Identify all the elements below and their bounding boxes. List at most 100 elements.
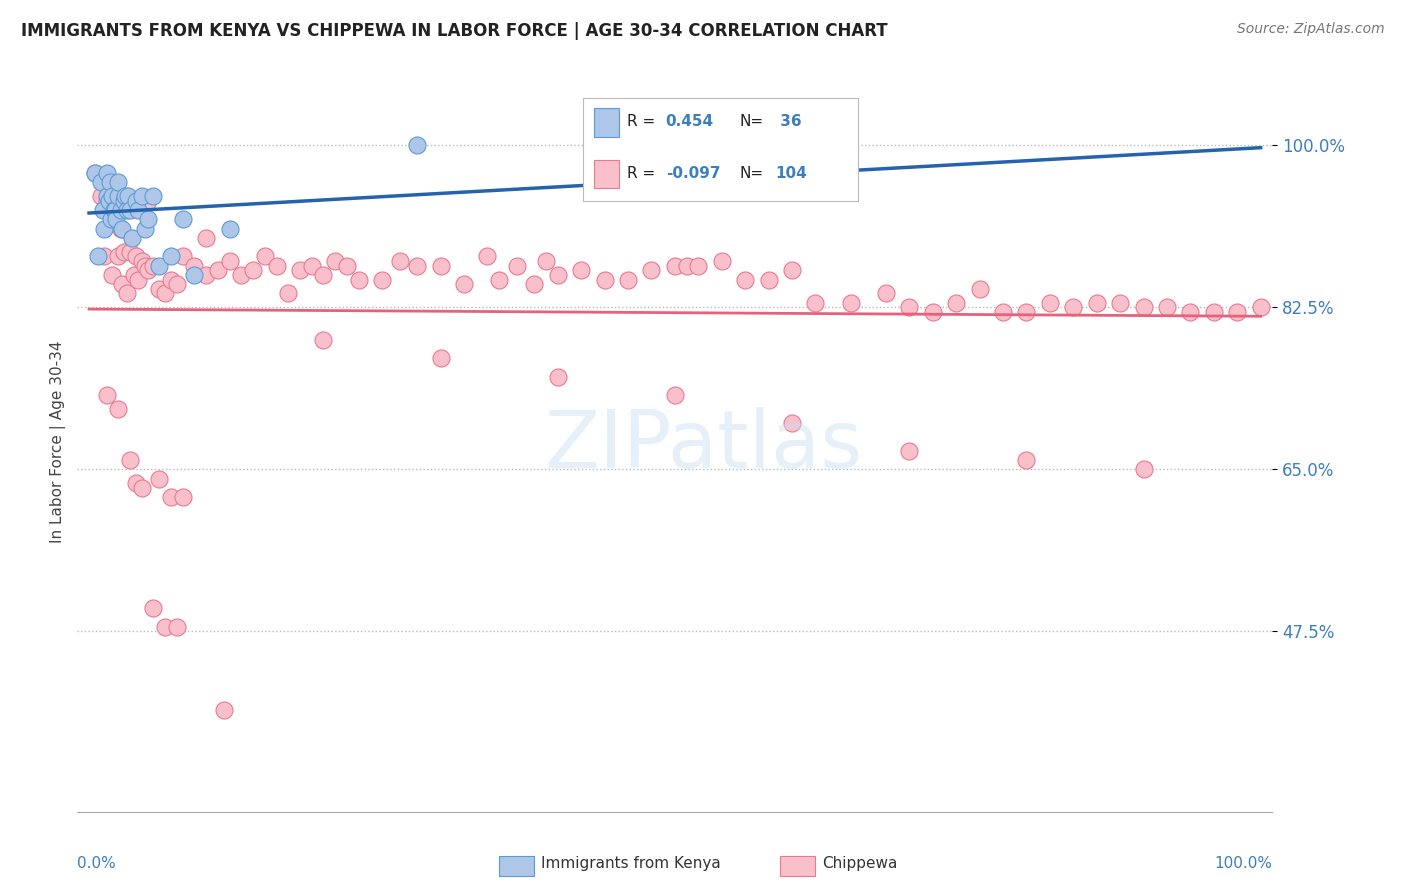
Bar [595, 109, 619, 137]
Text: -0.097: -0.097 [666, 166, 720, 180]
Point [488, 272, 510, 286]
Point [534, 254, 557, 268]
Point [664, 259, 686, 273]
Point [780, 416, 803, 430]
Point [523, 277, 546, 292]
Point [969, 282, 991, 296]
Point [84, 166, 107, 180]
Point [1039, 295, 1062, 310]
Point [104, 212, 127, 227]
Point [172, 490, 194, 504]
Point [429, 259, 451, 273]
Point [453, 277, 475, 292]
Point [107, 250, 129, 264]
Point [371, 272, 394, 286]
Point [142, 259, 165, 273]
Point [96, 166, 118, 180]
Point [323, 254, 346, 268]
Point [136, 263, 159, 277]
Point [406, 138, 429, 153]
Text: Immigrants from Kenya: Immigrants from Kenya [541, 856, 721, 871]
Point [117, 189, 139, 203]
Point [131, 254, 153, 268]
Point [112, 194, 135, 208]
Point [131, 189, 153, 203]
Point [96, 189, 118, 203]
Point [1015, 305, 1038, 319]
Point [617, 272, 640, 286]
Point [804, 295, 827, 310]
Point [675, 259, 697, 273]
Point [429, 351, 451, 366]
Point [134, 221, 156, 235]
Point [218, 221, 240, 235]
Text: R =: R = [627, 114, 661, 129]
Point [125, 476, 148, 491]
Point [134, 259, 156, 273]
Point [477, 250, 499, 264]
Point [312, 333, 335, 347]
Point [115, 286, 138, 301]
Point [120, 203, 141, 218]
Point [780, 263, 803, 277]
Text: 36: 36 [776, 114, 801, 129]
Point [100, 212, 122, 227]
Point [148, 259, 170, 273]
Point [710, 254, 733, 268]
Point [122, 268, 145, 282]
Point [172, 212, 194, 227]
Point [183, 268, 205, 282]
Point [1226, 305, 1249, 319]
Point [103, 203, 125, 218]
Point [93, 250, 115, 264]
Point [231, 268, 253, 282]
Point [839, 295, 862, 310]
Point [148, 282, 170, 296]
Point [90, 175, 112, 190]
Point [1085, 295, 1108, 310]
Point [664, 388, 686, 402]
Point [110, 221, 132, 235]
Point [195, 268, 218, 282]
Point [160, 490, 183, 504]
Point [127, 272, 149, 286]
Point [142, 601, 165, 615]
Point [945, 295, 967, 310]
Point [98, 203, 121, 218]
Point [288, 263, 311, 277]
Text: 100.0%: 100.0% [1215, 856, 1272, 871]
Point [347, 272, 370, 286]
Point [1180, 305, 1202, 319]
Point [114, 189, 136, 203]
Point [277, 286, 299, 301]
Y-axis label: In Labor Force | Age 30-34: In Labor Force | Age 30-34 [51, 340, 66, 543]
Point [301, 259, 323, 273]
Point [1109, 295, 1132, 310]
Point [898, 443, 921, 458]
Point [93, 221, 115, 235]
Point [107, 402, 129, 417]
Text: ZIPatlas: ZIPatlas [544, 407, 862, 485]
Point [107, 189, 129, 203]
Point [91, 203, 114, 218]
Point [112, 244, 135, 259]
Point [166, 277, 188, 292]
Bar [595, 160, 619, 188]
Point [125, 250, 148, 264]
Point [266, 259, 288, 273]
Point [155, 286, 177, 301]
Point [148, 472, 170, 486]
Point [125, 194, 148, 208]
Point [336, 259, 359, 273]
Point [160, 272, 183, 286]
Point [111, 221, 134, 235]
Point [104, 203, 127, 218]
Point [593, 272, 616, 286]
Point [506, 259, 529, 273]
Point [875, 286, 897, 301]
Point [253, 250, 276, 264]
Point [98, 194, 120, 208]
Point [312, 268, 335, 282]
Point [131, 481, 153, 495]
Point [107, 175, 129, 190]
